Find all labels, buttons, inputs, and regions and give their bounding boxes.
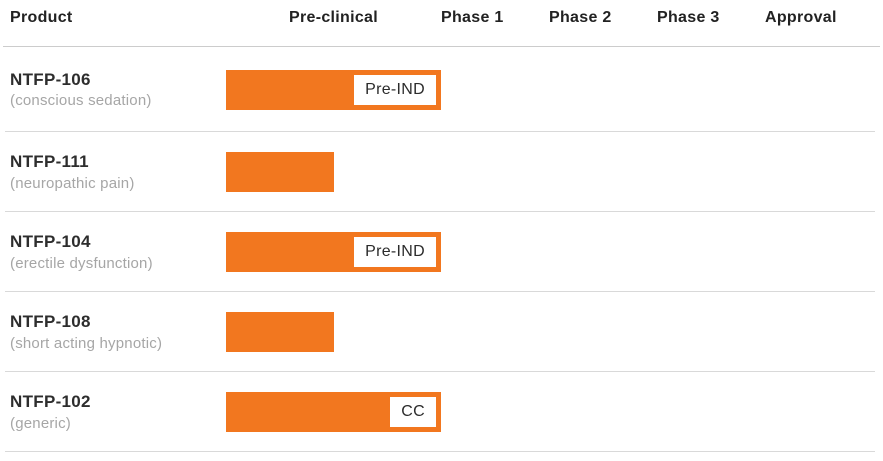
column-header-approval: Approval <box>765 9 837 26</box>
table-row: NTFP-111 (neuropathic pain) <box>0 132 883 212</box>
stage-bar-label: CC <box>390 397 436 427</box>
header-row: Product Pre-clinical Phase 1 Phase 2 Pha… <box>0 0 883 47</box>
stage-bar: Pre-IND <box>226 232 441 272</box>
column-header-phase3: Phase 3 <box>657 9 720 26</box>
table-row: NTFP-106 (conscious sedation) Pre-IND <box>0 47 883 132</box>
column-header-preclinical: Pre-clinical <box>289 9 378 26</box>
stage-bar-cell <box>226 292 883 372</box>
product-indication: (short acting hypnotic) <box>10 334 163 352</box>
product-cell: NTFP-104 (erectile dysfunction) <box>0 212 226 292</box>
stage-bar: CC <box>226 392 441 432</box>
product-name: NTFP-104 <box>10 232 91 252</box>
stage-bar-label: Pre-IND <box>354 237 436 267</box>
product-indication: (neuropathic pain) <box>10 174 135 192</box>
product-cell: NTFP-106 (conscious sedation) <box>0 47 226 132</box>
product-cell: NTFP-111 (neuropathic pain) <box>0 132 226 212</box>
product-indication: (conscious sedation) <box>10 92 152 110</box>
product-name: NTFP-108 <box>10 312 91 332</box>
stage-bar <box>226 152 334 192</box>
stage-bar-cell <box>226 132 883 212</box>
stage-bar-cell: CC <box>226 372 883 452</box>
stage-bar-label: Pre-IND <box>354 74 436 105</box>
product-name: NTFP-106 <box>10 69 91 89</box>
table-row: NTFP-108 (short acting hypnotic) <box>0 292 883 372</box>
product-cell: NTFP-108 (short acting hypnotic) <box>0 292 226 372</box>
product-name: NTFP-102 <box>10 392 91 412</box>
table-row: NTFP-102 (generic) CC <box>0 372 883 452</box>
table-row: NTFP-104 (erectile dysfunction) Pre-IND <box>0 212 883 292</box>
product-indication: (generic) <box>10 414 71 432</box>
product-name: NTFP-111 <box>10 152 89 172</box>
stage-bar: Pre-IND <box>226 69 441 110</box>
column-header-product: Product <box>10 9 73 26</box>
stage-bar-cell: Pre-IND <box>226 47 883 132</box>
column-header-phase2: Phase 2 <box>549 9 612 26</box>
product-indication: (erectile dysfunction) <box>10 254 153 272</box>
stage-bar-cell: Pre-IND <box>226 212 883 292</box>
stage-bar <box>226 312 334 352</box>
column-header-phase1: Phase 1 <box>441 9 504 26</box>
product-cell: NTFP-102 (generic) <box>0 372 226 452</box>
